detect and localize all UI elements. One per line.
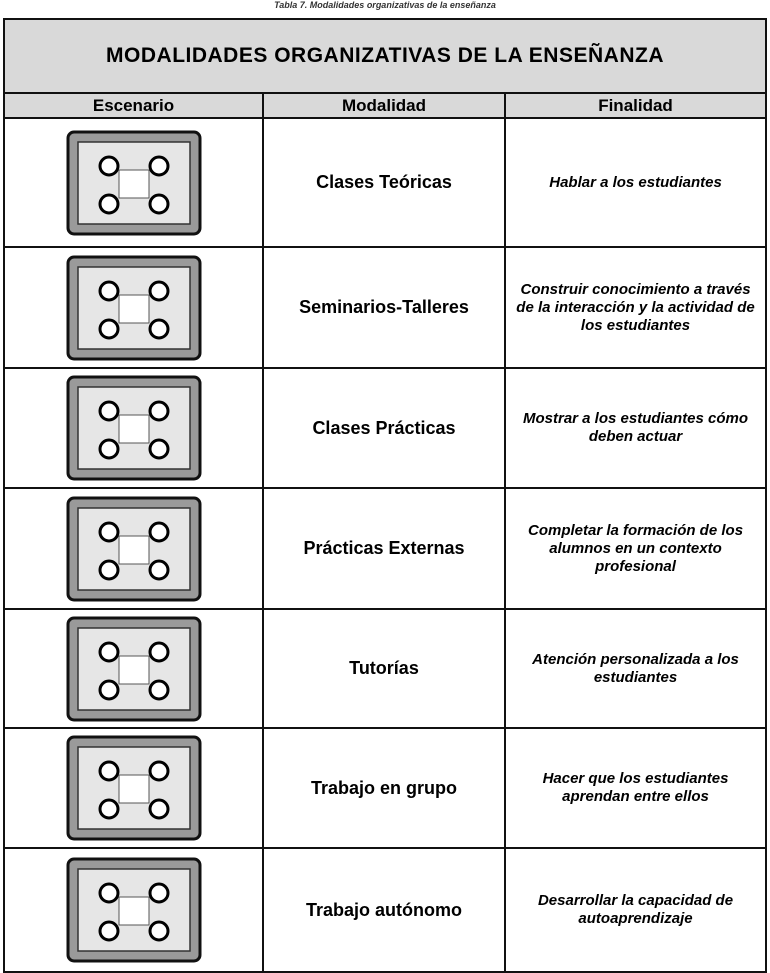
scenario-cell (3, 487, 264, 610)
modality-cell: Tutorías (262, 608, 506, 729)
purpose-cell: Hacer que los estudiantes aprendan entre… (503, 727, 768, 849)
table-body: Clases Teóricas Hablar a los estudiantes S… (3, 117, 768, 973)
purpose-cell: Desarrollar la capacidad de autoaprendiz… (503, 847, 768, 973)
modality-cell: Seminarios-Talleres (262, 246, 506, 369)
scenario-illustration (66, 616, 201, 721)
table-row: Tutorías Atención personalizada a los est… (3, 608, 768, 729)
modality-cell: Clases Teóricas (262, 117, 506, 248)
purpose-cell: Construir conocimiento a través de la in… (503, 246, 768, 369)
table-row: Prácticas Externas Completar la formación… (3, 487, 768, 610)
scenario-illustration (66, 735, 201, 841)
table-row: Seminarios-Talleres Construir conocimient… (3, 246, 768, 369)
table-row: Clases Teóricas Hablar a los estudiantes (3, 117, 768, 248)
scenario-cell (3, 367, 264, 489)
scenario-illustration (66, 857, 201, 963)
table-title: MODALIDADES ORGANIZATIVAS DE LA ENSEÑANZ… (2, 18, 768, 94)
scenario-cell (3, 246, 264, 369)
scenario-cell (3, 608, 264, 729)
modalities-table: MODALIDADES ORGANIZATIVAS DE LA ENSEÑANZ… (2, 18, 768, 973)
modality-cell: Trabajo autónomo (262, 847, 506, 973)
purpose-cell: Completar la formación de los alumnos en… (503, 487, 768, 610)
scenario-illustration (66, 130, 201, 235)
purpose-cell: Mostrar a los estudiantes cómo deben act… (503, 367, 768, 489)
scenario-illustration (66, 375, 201, 481)
header-cell: Modalidad (262, 92, 506, 119)
scenario-illustration (66, 255, 201, 360)
scenario-cell (3, 847, 264, 973)
purpose-cell: Hablar a los estudiantes (503, 117, 768, 248)
table-row: Clases Prácticas Mostrar a los estudiante… (3, 367, 768, 489)
modality-cell: Clases Prácticas (262, 367, 506, 489)
scenario-cell (3, 117, 264, 248)
modality-cell: Prácticas Externas (262, 487, 506, 610)
purpose-cell: Atención personalizada a los estudiantes (503, 608, 768, 729)
modality-cell: Trabajo en grupo (262, 727, 506, 849)
table-row: Trabajo autónomo Desarrollar la capacidad… (3, 847, 768, 973)
header-cell: Finalidad (503, 92, 768, 119)
header-cell: Escenario (3, 92, 264, 119)
scenario-cell (3, 727, 264, 849)
table-row: Trabajo en grupo Hacer que los estudiante… (3, 727, 768, 849)
scenario-illustration (66, 496, 201, 601)
caption: Tabla 7. Modalidades organizativas de la… (274, 0, 496, 10)
